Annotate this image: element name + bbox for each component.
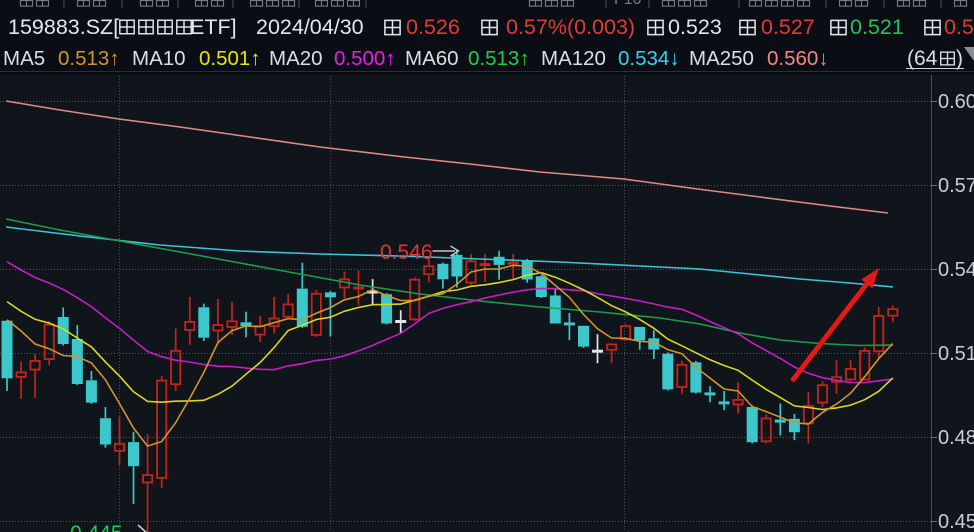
- svg-text:0.57: 0.57: [938, 175, 974, 197]
- svg-text:0.48: 0.48: [938, 427, 974, 449]
- svg-text:0.445: 0.445: [70, 522, 123, 532]
- svg-text:0.546: 0.546: [380, 241, 433, 264]
- svg-text:0.60: 0.60: [938, 91, 974, 113]
- svg-text:0.54: 0.54: [938, 259, 974, 281]
- svg-text:0.45: 0.45: [938, 511, 974, 532]
- svg-text:0.51: 0.51: [938, 343, 974, 365]
